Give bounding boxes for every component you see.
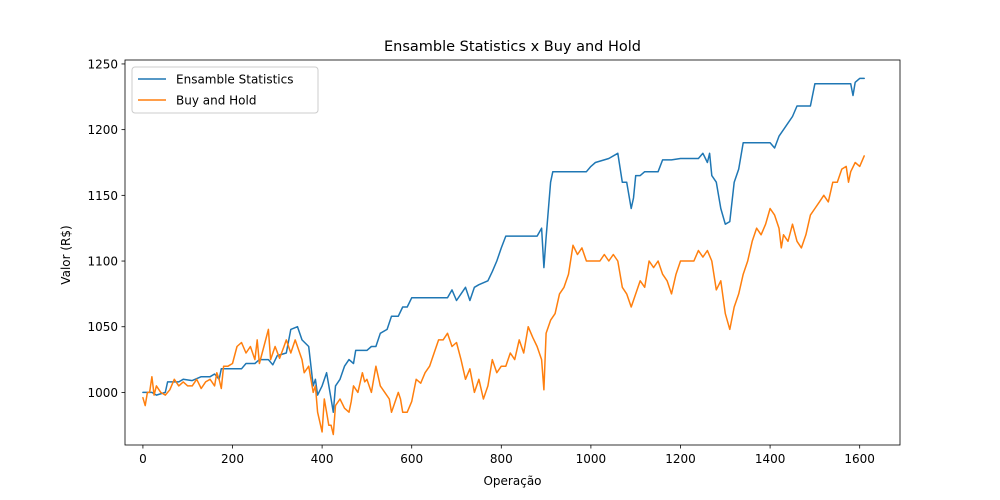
plot-frame	[124, 59, 901, 446]
x-tick-label: 600	[400, 452, 423, 466]
y-tick-label: 1000	[87, 386, 118, 400]
x-tick-label: 400	[311, 452, 334, 466]
chart-title: Ensamble Statistics x Buy and Hold	[384, 39, 641, 55]
x-axis-label: Operação	[483, 474, 541, 488]
legend-box	[131, 66, 319, 114]
x-tick-label: 200	[221, 452, 244, 466]
x-tick-label: 1600	[844, 452, 875, 466]
axes-layer: 0 200 400 600 800 1000 1200 1400 1600 1000 1050 110…	[87, 57, 901, 466]
legend-label-0: Ensamble Statistics	[176, 73, 294, 87]
y-tick-label: 1250	[87, 57, 118, 71]
x-tick-label: 1200	[665, 452, 696, 466]
series-line-1	[142, 155, 865, 436]
legend-label-1: Buy and Hold	[176, 94, 256, 108]
x-tick-label: 0	[139, 452, 147, 466]
series-line-0	[142, 77, 865, 413]
y-tick-label: 1150	[87, 189, 118, 203]
x-tick-label: 1400	[755, 452, 786, 466]
series-layer	[142, 77, 865, 436]
y-tick-label: 1100	[87, 255, 118, 269]
x-tick-label: 1000	[576, 452, 607, 466]
y-tick-label: 1050	[87, 320, 118, 334]
x-tick-label: 800	[490, 452, 513, 466]
y-tick-label: 1200	[87, 123, 118, 137]
y-axis-label: Valor (R$)	[59, 225, 73, 284]
legend: Ensamble Statistics Buy and Hold	[131, 66, 319, 114]
